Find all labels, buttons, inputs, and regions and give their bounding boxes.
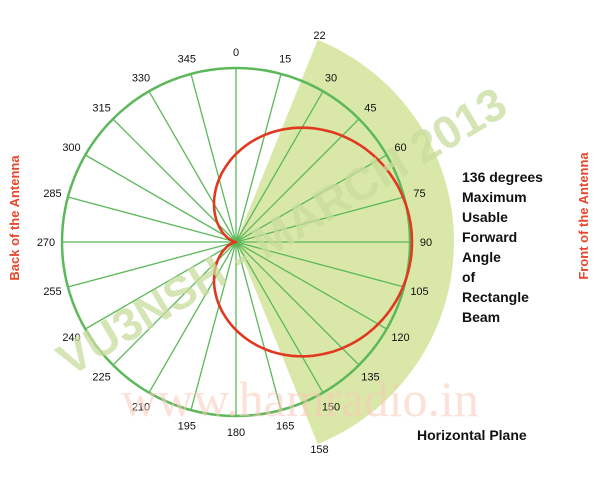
beam-description-line: Angle bbox=[462, 249, 501, 265]
grid-spoke bbox=[148, 90, 237, 243]
degree-label-22: 22 bbox=[313, 30, 325, 42]
grid-spoke bbox=[235, 241, 388, 330]
grid-spoke bbox=[112, 118, 237, 243]
degree-label-285: 285 bbox=[43, 188, 61, 200]
polar-grid bbox=[60, 66, 412, 418]
grid-spoke bbox=[235, 90, 324, 243]
beam-description-line: Rectangle bbox=[462, 289, 529, 305]
degree-label-45: 45 bbox=[364, 103, 376, 115]
degree-label-240: 240 bbox=[62, 332, 80, 344]
degree-label-225: 225 bbox=[92, 371, 110, 383]
grid-spoke bbox=[67, 196, 237, 243]
degree-label-165: 165 bbox=[276, 421, 294, 433]
degree-label-15: 15 bbox=[279, 54, 291, 66]
grid-spoke bbox=[235, 241, 324, 394]
pattern-curve bbox=[212, 126, 414, 358]
degree-label-30: 30 bbox=[325, 73, 337, 85]
degree-label-345: 345 bbox=[178, 54, 196, 66]
grid-spoke bbox=[235, 73, 282, 243]
degree-label-300: 300 bbox=[62, 142, 80, 154]
grid-spoke bbox=[67, 241, 237, 288]
grid-spoke bbox=[190, 73, 237, 243]
grid-spoke bbox=[235, 241, 282, 411]
beam-description-line: Usable bbox=[462, 209, 508, 225]
front-of-antenna-label: Front of the Antenna bbox=[576, 152, 591, 280]
website-watermark: www.hamradio.in bbox=[121, 371, 479, 427]
radiation-pattern bbox=[212, 126, 414, 358]
grid-spoke bbox=[235, 154, 388, 243]
grid-spoke bbox=[84, 154, 237, 243]
degree-label-0: 0 bbox=[233, 47, 239, 59]
degree-label-90: 90 bbox=[420, 237, 432, 249]
degree-label-158: 158 bbox=[310, 444, 328, 456]
degree-label-180: 180 bbox=[227, 427, 245, 439]
grid-spoke bbox=[190, 241, 237, 411]
degree-label-210: 210 bbox=[132, 402, 150, 414]
degree-label-150: 150 bbox=[322, 402, 340, 414]
beam-description-line: Forward bbox=[462, 229, 518, 245]
degree-label-135: 135 bbox=[361, 371, 379, 383]
degree-label-105: 105 bbox=[410, 286, 428, 298]
beam-description-line: Beam bbox=[462, 309, 501, 325]
back-of-antenna-label: Back of the Antenna bbox=[7, 155, 22, 281]
degree-label-195: 195 bbox=[178, 421, 196, 433]
horizontal-plane-label: Horizontal Plane bbox=[417, 427, 527, 443]
grid-spoke bbox=[148, 241, 237, 394]
grid-spoke bbox=[235, 196, 405, 243]
grid-spoke bbox=[112, 241, 237, 366]
grid-spoke bbox=[235, 118, 360, 243]
grid-spoke bbox=[235, 241, 405, 288]
beam-description: 136 degrees Maximum Usable Forward Angle of Re… bbox=[462, 167, 594, 327]
beam-description-line: of bbox=[462, 269, 476, 285]
degree-label-330: 330 bbox=[132, 73, 150, 85]
beam-description-line: Maximum bbox=[462, 189, 527, 205]
degree-labels: 0 15 22 30 45 60 75 90 105 120 135 150 158 165 180 195 2… bbox=[37, 30, 432, 456]
grid-spoke bbox=[235, 241, 360, 366]
degree-label-315: 315 bbox=[92, 103, 110, 115]
degree-label-255: 255 bbox=[43, 286, 61, 298]
degree-label-120: 120 bbox=[391, 332, 409, 344]
degree-label-75: 75 bbox=[413, 188, 425, 200]
degree-label-270: 270 bbox=[37, 237, 55, 249]
beam-description-line: 136 degrees bbox=[462, 169, 543, 185]
degree-label-60: 60 bbox=[394, 142, 406, 154]
grid-spoke bbox=[84, 241, 237, 330]
